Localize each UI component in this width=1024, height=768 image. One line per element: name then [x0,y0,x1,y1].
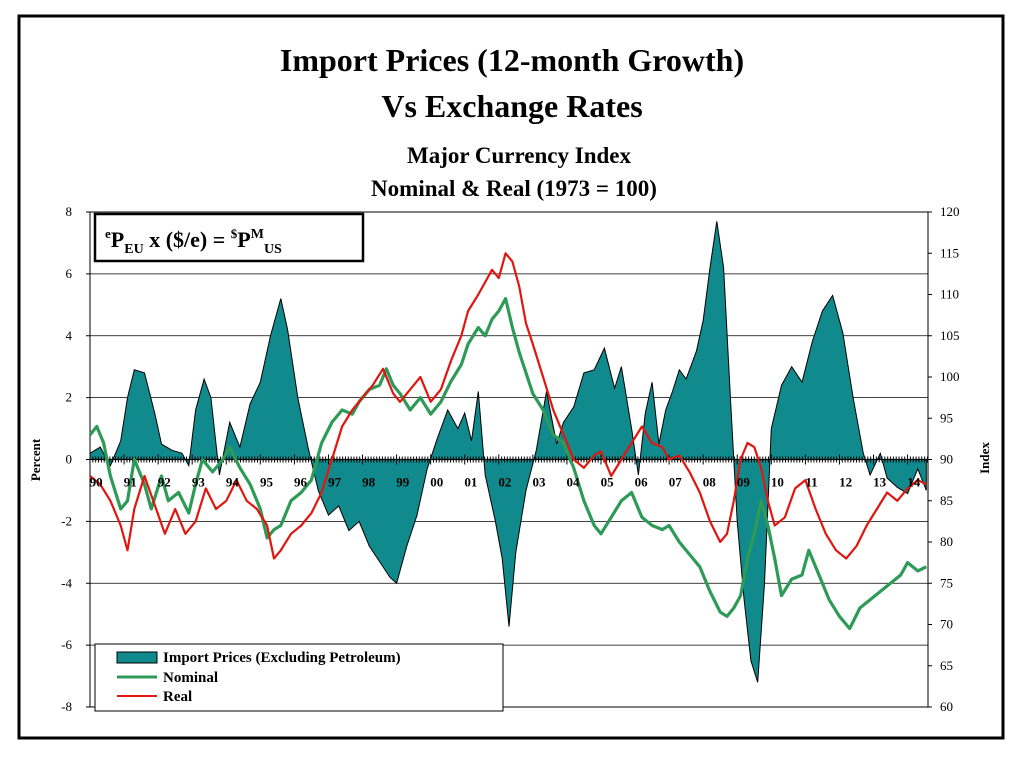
x-tick-label: 13 [873,475,887,490]
formula-box [93,212,365,263]
left-tick-label: -8 [61,699,72,714]
x-tick-label: 10 [771,475,784,490]
left-tick-label: -6 [61,637,72,652]
right-axis-tick-labels: 120 115 110 105 100 95 90 85 80 75 70 65 60 [928,204,960,714]
x-tick-label: 91 [124,475,137,490]
right-tick-label: 80 [940,534,953,549]
right-axis-label: Index [977,442,992,474]
right-tick-label: 115 [940,245,959,260]
x-tick-label: 99 [396,475,410,490]
right-tick-label: 85 [940,493,953,508]
chart-subtitle-line2: Nominal & Real (1973 = 100) [371,176,657,201]
x-tick-label: 12 [839,475,852,490]
legend-label-real: Real [163,689,192,705]
left-tick-label: 0 [66,452,73,467]
x-tick-label: 94 [226,475,240,490]
x-tick-label: 05 [601,475,615,490]
exchange-rate-lines [88,252,927,631]
chart-subtitle: Major Currency Index [407,143,632,168]
x-tick-label: 97 [328,475,342,490]
x-tick-label: 00 [430,475,443,490]
right-tick-label: 100 [940,369,960,384]
x-tick-label: 08 [703,475,717,490]
right-tick-label: 95 [940,410,953,425]
left-axis-tick-labels: 8 6 4 2 0 -2 -4 -6 -8 [61,204,90,714]
left-tick-label: 6 [66,266,73,281]
x-tick-label: 02 [498,475,511,490]
x-tick-label: 98 [362,475,376,490]
x-tick-label: 03 [532,475,546,490]
x-tick-label: 90 [90,475,103,490]
x-tick-label: 01 [464,475,477,490]
chart-title: Import Prices (12-month Growth) [280,42,744,78]
legend-label-nominal: Nominal [163,670,218,686]
x-tick-label: 07 [669,475,683,490]
legend-label-import: Import Prices (Excluding Petroleum) [163,650,401,666]
real-series-line [89,252,927,560]
formula-text: ePEU x ($/e) = $PMUS [105,226,282,257]
right-tick-label: 60 [940,699,953,714]
x-tick-label: 04 [567,475,581,490]
nominal-series-line [88,297,927,631]
x-tick-label: 93 [192,475,206,490]
formula-annotation: ePEU x ($/e) = $PMUS [93,212,365,263]
chart-title-line2: Vs Exchange Rates [381,88,642,124]
left-tick-label: 2 [66,390,73,405]
x-tick-label: 06 [635,475,649,490]
left-axis-label: Percent [28,438,43,481]
left-tick-label: -4 [61,575,72,590]
x-axis-ticks [89,454,928,465]
left-tick-label: -2 [61,513,72,528]
right-tick-label: 75 [940,575,953,590]
left-tick-label: 4 [66,328,73,343]
x-tick-label: 11 [805,475,817,490]
right-tick-label: 70 [940,617,953,632]
right-tick-label: 90 [940,452,953,467]
x-tick-label: 96 [294,475,308,490]
x-axis-tick-labels: 90 91 92 93 94 95 96 97 98 99 00 01 02 03 04 05 06 07 08 09… [90,475,921,490]
x-tick-label: 92 [158,475,171,490]
right-tick-label: 120 [940,204,960,219]
right-tick-label: 110 [940,287,959,302]
legend-box [94,643,504,712]
right-tick-label: 65 [940,658,953,673]
x-tick-label: 14 [907,475,921,490]
legend-swatch-import [116,651,158,664]
right-tick-label: 105 [940,328,960,343]
left-tick-label: 8 [66,204,73,219]
legend: Import Prices (Excluding Petroleum) Nomi… [94,643,504,712]
x-tick-label: 95 [260,475,274,490]
x-tick-label: 09 [737,475,751,490]
